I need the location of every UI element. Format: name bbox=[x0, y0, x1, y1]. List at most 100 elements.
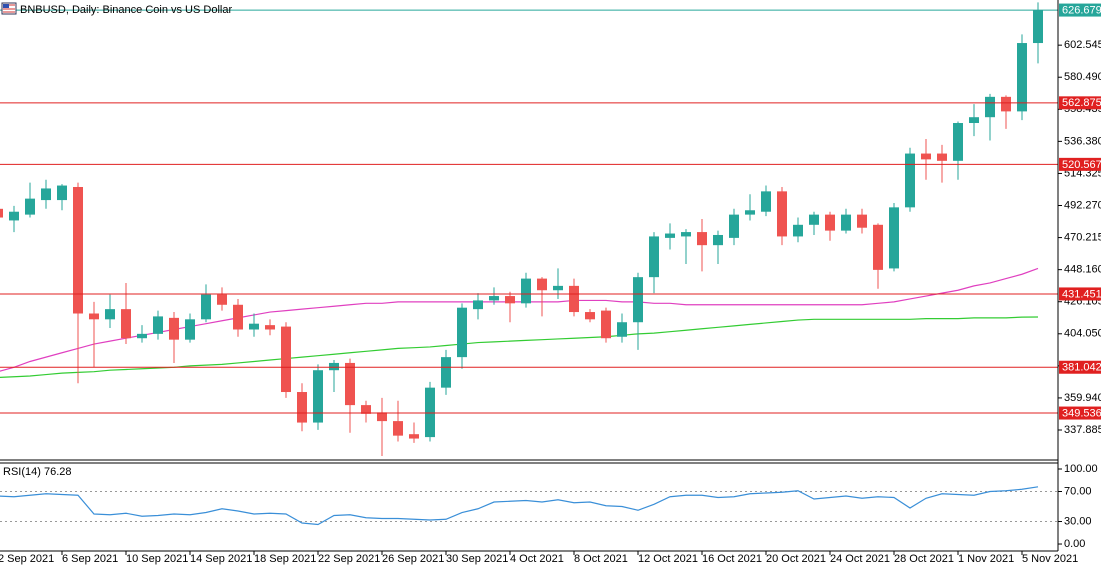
candle bbox=[937, 144, 947, 183]
candle-body bbox=[121, 309, 131, 339]
y-tick-label: 536.380 bbox=[1064, 135, 1101, 147]
candle-body bbox=[217, 294, 227, 305]
rsi-line bbox=[0, 486, 1039, 526]
candle bbox=[0, 208, 3, 218]
candle-body bbox=[873, 224, 883, 270]
candle-body bbox=[729, 214, 739, 238]
candle bbox=[425, 381, 435, 442]
candle-body bbox=[185, 319, 195, 340]
candle-body bbox=[1033, 10, 1043, 44]
y-tick-label: 30.00 bbox=[1064, 515, 1092, 527]
candle-body bbox=[601, 310, 611, 339]
candle-body bbox=[409, 434, 419, 439]
candle bbox=[985, 93, 995, 141]
y-tick-label: 448.160 bbox=[1064, 264, 1101, 276]
candle-body bbox=[137, 333, 147, 339]
candle bbox=[409, 422, 419, 443]
candle-body bbox=[9, 211, 19, 221]
candle-body bbox=[249, 323, 259, 330]
candle-body bbox=[169, 317, 179, 340]
candle-body bbox=[57, 185, 67, 201]
y-tick-label: 492.270 bbox=[1064, 199, 1101, 211]
chart-title: BNBUSD, Daily: Binance Coin vs US Dollar bbox=[20, 4, 232, 16]
level-label-box bbox=[1059, 406, 1101, 420]
candle bbox=[521, 272, 531, 308]
level-label: 431.451 bbox=[1062, 288, 1101, 300]
x-tick-label: 12 Oct 2021 bbox=[638, 553, 698, 565]
x-tick-label: 4 Oct 2021 bbox=[510, 553, 564, 565]
candle bbox=[249, 313, 259, 337]
x-tick-label: 10 Sep 2021 bbox=[126, 553, 188, 565]
candle bbox=[489, 287, 499, 305]
candle bbox=[137, 325, 147, 343]
candle-body bbox=[361, 405, 371, 414]
candle bbox=[41, 179, 51, 209]
candle-body bbox=[681, 232, 691, 237]
candle bbox=[265, 319, 275, 336]
candle bbox=[1001, 95, 1011, 129]
candle bbox=[73, 182, 83, 384]
candle-body bbox=[969, 117, 979, 124]
candle bbox=[89, 301, 99, 368]
candle bbox=[953, 121, 963, 180]
x-tick-label: 18 Sep 2021 bbox=[254, 553, 316, 565]
candle-body bbox=[985, 96, 995, 118]
candle-body bbox=[265, 325, 275, 330]
x-tick-label: 14 Sep 2021 bbox=[190, 553, 252, 565]
candle-body bbox=[841, 214, 851, 231]
candle-body bbox=[441, 357, 451, 388]
candle bbox=[1033, 2, 1043, 64]
candle-body bbox=[345, 362, 355, 406]
candle bbox=[585, 309, 595, 323]
candle bbox=[969, 104, 979, 137]
candle bbox=[57, 184, 67, 211]
candle bbox=[473, 293, 483, 320]
candle bbox=[697, 218, 707, 272]
candle bbox=[649, 232, 659, 294]
candle bbox=[345, 358, 355, 433]
candle-body bbox=[889, 207, 899, 269]
candle-body bbox=[937, 153, 947, 161]
level-label-box bbox=[1059, 287, 1101, 301]
candle-body bbox=[0, 208, 3, 218]
candle bbox=[809, 211, 819, 235]
candle-body bbox=[25, 198, 35, 215]
x-tick-label: 20 Oct 2021 bbox=[766, 553, 826, 565]
level-label: 349.536 bbox=[1062, 407, 1101, 419]
candle bbox=[233, 298, 243, 337]
x-tick-label: 1 Nov 2021 bbox=[958, 553, 1014, 565]
candle-body bbox=[1017, 43, 1027, 112]
candle bbox=[329, 360, 339, 393]
candle bbox=[505, 291, 515, 323]
candle bbox=[457, 303, 467, 369]
candle bbox=[905, 147, 915, 212]
x-tick-label: 5 Nov 2021 bbox=[1022, 553, 1078, 565]
candle bbox=[825, 211, 835, 241]
candle bbox=[185, 313, 195, 343]
candle-body bbox=[697, 232, 707, 246]
candle-body bbox=[953, 123, 963, 161]
candle-body bbox=[297, 392, 307, 423]
level-label: 626.679 bbox=[1062, 4, 1101, 16]
candle-body bbox=[41, 188, 51, 201]
candle bbox=[793, 217, 803, 243]
candle bbox=[633, 272, 643, 350]
candle-body bbox=[617, 322, 627, 337]
candle-body bbox=[825, 214, 835, 231]
candle bbox=[569, 278, 579, 317]
x-tick-label: 2 Sep 2021 bbox=[0, 553, 54, 565]
candle-body bbox=[633, 277, 643, 323]
candle bbox=[729, 208, 739, 246]
x-tick-label: 24 Oct 2021 bbox=[830, 553, 890, 565]
candle bbox=[105, 294, 115, 329]
x-tick-label: 26 Sep 2021 bbox=[382, 553, 444, 565]
candle bbox=[217, 287, 227, 311]
level-label: 381.042 bbox=[1062, 362, 1101, 374]
level-label: 520.567 bbox=[1062, 159, 1101, 171]
candle bbox=[841, 208, 851, 234]
candle-body bbox=[425, 387, 435, 438]
x-tick-label: 28 Oct 2021 bbox=[894, 553, 954, 565]
